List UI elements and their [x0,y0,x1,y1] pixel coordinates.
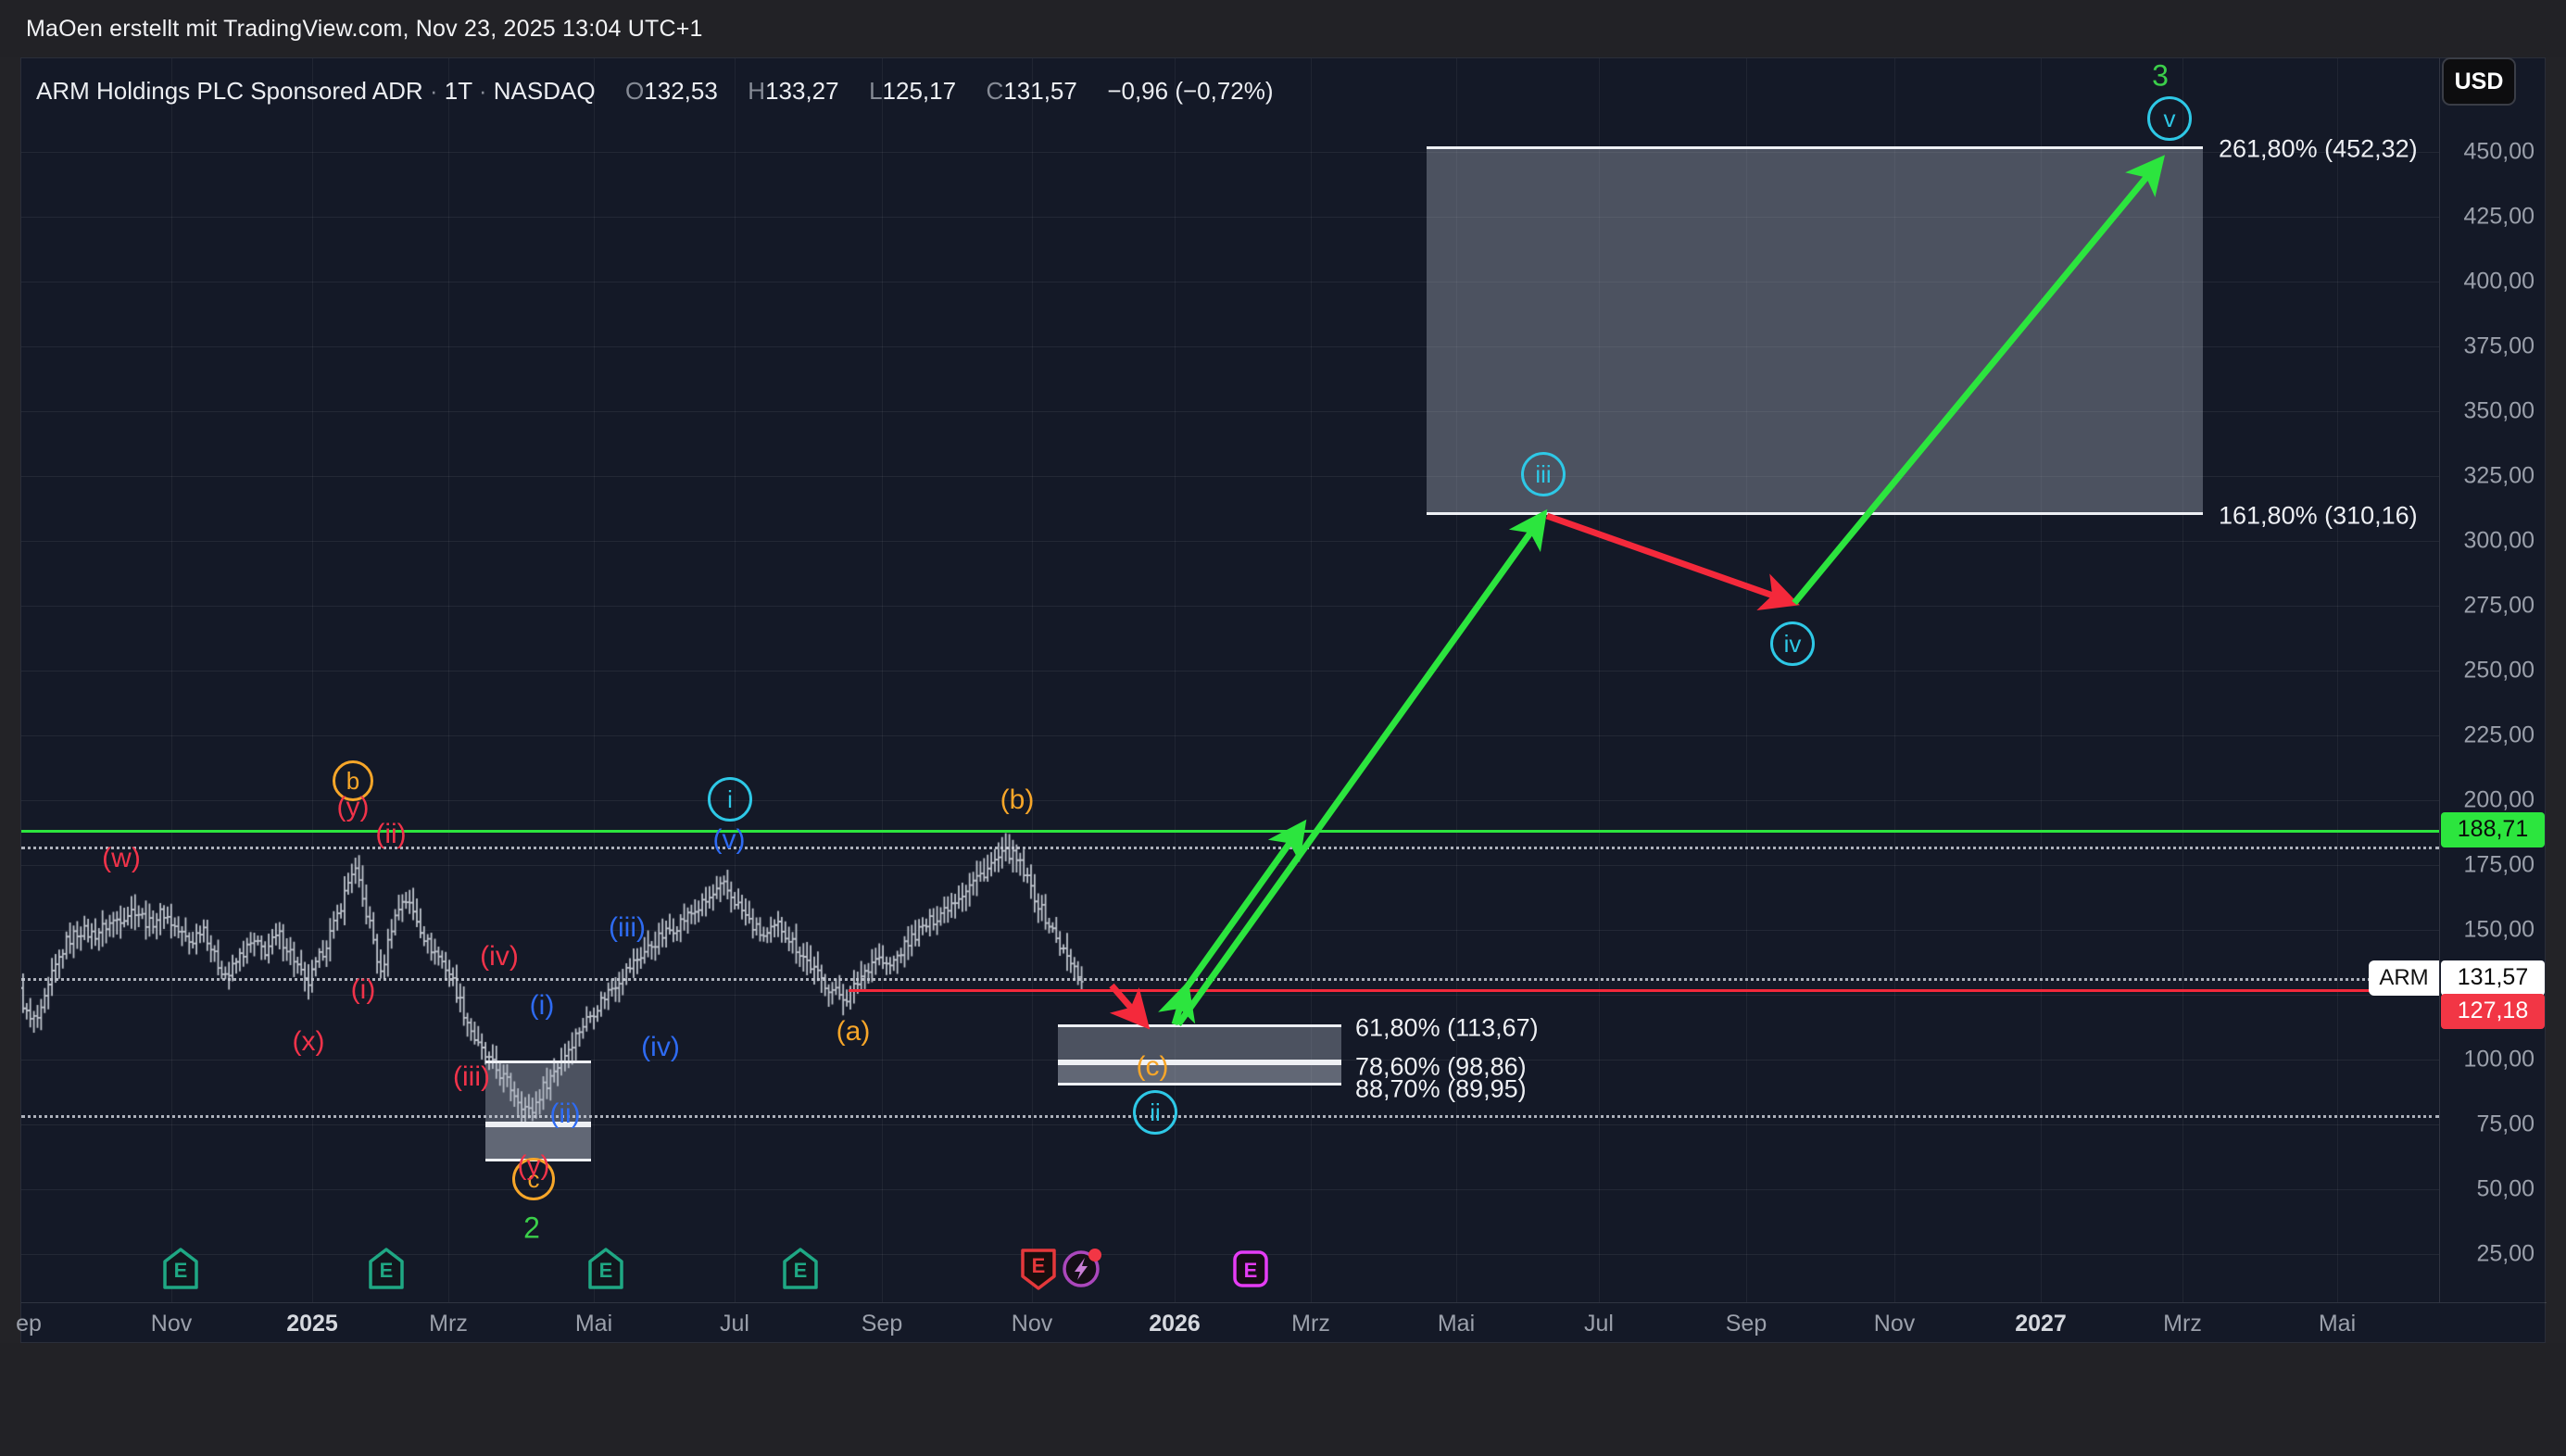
time-tick[interactable]: 2027 [2015,1311,2067,1337]
high-value: 133,27 [765,77,839,105]
time-tick[interactable]: 2025 [286,1311,338,1337]
price-tag-red-line: 127,18 [2441,993,2545,1029]
projection-target-box[interactable] [1427,145,2203,515]
price-tick: 175,00 [2463,851,2535,878]
high-key: H [748,77,766,105]
currency-toggle-button[interactable]: USD [2442,57,2516,106]
price-tick: 225,00 [2463,722,2535,748]
exchange: NASDAQ [493,77,596,105]
resistance-line-green[interactable] [21,829,2439,833]
symbol-legend[interactable]: ARM Holdings PLC Sponsored ADR · 1T · NA… [36,77,1274,105]
open-value: 132,53 [644,77,718,105]
time-tick[interactable]: Jul [720,1311,749,1337]
low-value: 125,17 [882,77,957,105]
price-tick: 75,00 [2476,1111,2535,1137]
chart-panel[interactable]: ARM Holdings PLC Sponsored ADR · 1T · NA… [16,57,2547,1344]
change-value: −0,96 (−0,72%) [1107,77,1274,105]
support-line-red[interactable] [849,988,2439,992]
time-tick[interactable]: Mai [1437,1311,1476,1337]
fib-box-wave2-lower[interactable] [485,1124,591,1162]
time-tick[interactable]: 2026 [1149,1311,1201,1337]
price-tag-last: 131,57 [2441,960,2545,996]
dotted-price-line [21,977,2439,981]
price-axis[interactable]: 450,00 425,00 400,00 375,00 350,00 325,00 300,… [2369,58,2547,1302]
price-tick: 450,00 [2463,138,2535,165]
time-tick[interactable]: Sep [1725,1311,1767,1337]
close-key: C [986,77,1004,105]
price-tick: 50,00 [2476,1175,2535,1202]
attribution-text: MaOen erstellt mit TradingView.com, Nov … [26,16,703,42]
fib-retracement-box-lower[interactable] [1058,1062,1341,1086]
price-tick: 350,00 [2463,397,2535,424]
time-tick[interactable]: Mai [574,1311,613,1337]
time-tick[interactable]: Jul [1584,1311,1614,1337]
time-tick[interactable]: Mrz [2163,1311,2202,1337]
top-attribution-bar: MaOen erstellt mit TradingView.com, Nov … [0,0,2566,57]
price-tick: 150,00 [2463,916,2535,943]
time-axis[interactable]: ep Nov 2025 Mrz Mai Jul Sep Nov 2026 Mrz Mai Jul Sep… [16,1302,2547,1344]
low-key: L [869,77,883,105]
time-tick[interactable]: Mrz [429,1311,468,1337]
price-tick: 400,00 [2463,268,2535,295]
price-tick: 100,00 [2463,1046,2535,1073]
time-tick[interactable]: Sep [861,1311,903,1337]
close-value: 131,57 [1003,77,1077,105]
price-tick: 200,00 [2463,786,2535,813]
time-tick[interactable]: Mai [2318,1311,2357,1337]
interval[interactable]: 1T [444,77,472,105]
symbol-title[interactable]: ARM Holdings PLC Sponsored ADR [36,77,423,105]
open-key: O [625,77,645,105]
dotted-price-line [21,846,2439,849]
time-tick[interactable]: Nov [1011,1311,1053,1337]
time-tick[interactable]: ep [16,1311,42,1337]
time-tick[interactable]: Nov [150,1311,193,1337]
symbol-price-flag: ARM [2369,960,2439,996]
price-tick: 25,00 [2476,1240,2535,1267]
fib-box-wave2-upper[interactable] [485,1061,591,1124]
plot-area[interactable] [21,58,2439,1302]
price-tag-green-line: 188,71 [2441,811,2545,847]
bottom-bar: TradingView [0,1343,2566,1456]
price-tick: 325,00 [2463,462,2535,489]
dotted-price-line [21,1115,2439,1118]
price-tick: 275,00 [2463,592,2535,619]
price-tick: 300,00 [2463,527,2535,554]
price-tick: 250,00 [2463,657,2535,684]
time-tick[interactable]: Nov [1873,1311,1916,1337]
price-tick: 375,00 [2463,333,2535,359]
price-tick: 425,00 [2463,203,2535,230]
fib-retracement-box-upper[interactable] [1058,1023,1341,1063]
time-tick[interactable]: Mrz [1291,1311,1330,1337]
